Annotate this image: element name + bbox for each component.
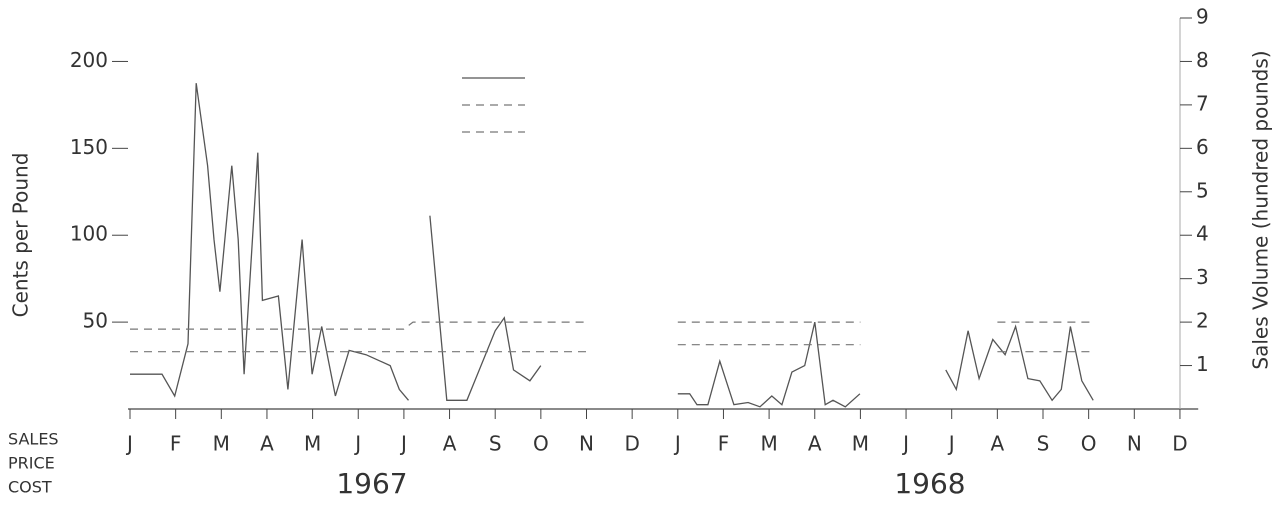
x-tick-label: A (991, 432, 1005, 456)
x-tick-label: J (901, 432, 909, 456)
x-tick-label: A (260, 432, 274, 456)
x-tick-label: O (1081, 432, 1097, 456)
series-line (130, 83, 1094, 408)
x-tick-label: F (170, 432, 182, 456)
legend-label: SALES (8, 430, 59, 449)
x-tick-label: F (718, 432, 730, 456)
x-tick-label: J (947, 432, 955, 456)
x-tick-label: J (125, 432, 133, 456)
x-tick-label: D (624, 432, 639, 456)
x-tick-label: A (808, 432, 822, 456)
x-tick-label: S (489, 432, 502, 456)
year-label: 1967 (336, 467, 407, 500)
y2-axis-label: Sales Volume (hundred pounds) (1249, 50, 1273, 369)
y2-tick-label: 5 (1196, 178, 1209, 202)
y-tick-label: 200 (70, 48, 108, 72)
x-tick-label: J (353, 432, 361, 456)
x-tick-label: N (1127, 432, 1142, 456)
y2-tick-label: 2 (1196, 309, 1209, 333)
x-tick-label: J (399, 432, 407, 456)
x-tick-label: M (760, 432, 777, 456)
series-line (130, 321, 1094, 330)
x-tick-label: D (1172, 432, 1187, 456)
y-tick-label: 100 (70, 222, 108, 246)
x-tick-label: S (1037, 432, 1050, 456)
y2-tick-label: 1 (1196, 352, 1209, 376)
y2-tick-label: 9 (1196, 5, 1209, 29)
x-tick-label: N (579, 432, 594, 456)
x-tick-label: J (673, 432, 681, 456)
y-axis-label: Cents per Pound (9, 153, 33, 318)
series-line (130, 344, 1094, 353)
year-label: 1968 (894, 467, 965, 500)
x-tick-label: M (304, 432, 321, 456)
y2-tick-label: 4 (1196, 222, 1209, 246)
legend-label: PRICE (8, 454, 55, 473)
y2-tick-label: 6 (1196, 135, 1209, 159)
x-tick-label: M (213, 432, 230, 456)
x-tick-label: O (533, 432, 549, 456)
y2-tick-label: 3 (1196, 265, 1209, 289)
y-tick-label: 50 (83, 309, 108, 333)
y2-tick-label: 7 (1196, 91, 1209, 115)
legend-label: COST (8, 478, 52, 497)
x-tick-label: M (852, 432, 869, 456)
y-tick-label: 150 (70, 135, 108, 159)
y2-tick-label: 8 (1196, 48, 1209, 72)
x-tick-label: A (443, 432, 457, 456)
